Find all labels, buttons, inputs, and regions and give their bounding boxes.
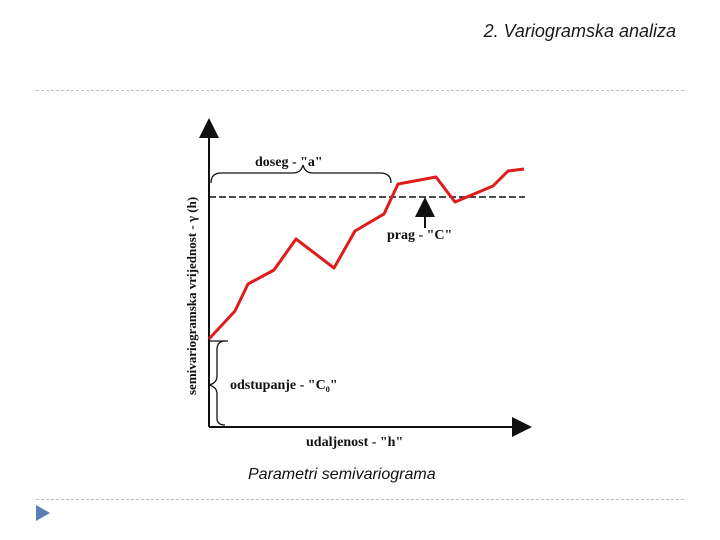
bullet-arrow-icon xyxy=(36,505,50,521)
range-label: doseg - "a" xyxy=(255,155,323,170)
nugget-brace xyxy=(208,340,226,426)
x-axis-label: udaljenost - "h" xyxy=(306,435,403,450)
caption: Parametri semivariograma xyxy=(248,466,436,483)
range-brace xyxy=(210,164,392,184)
nugget-label: odstupanje - "C₀" xyxy=(230,378,338,393)
slide-title: 2. Variogramska analiza xyxy=(483,21,676,41)
top-divider xyxy=(36,90,684,91)
semivariogram-curve xyxy=(207,167,525,341)
bottom-divider xyxy=(36,499,684,500)
y-axis-label: semivariogramska vrijednost - γ (h) xyxy=(184,197,199,395)
sill-label: prag - "C" xyxy=(387,228,452,243)
